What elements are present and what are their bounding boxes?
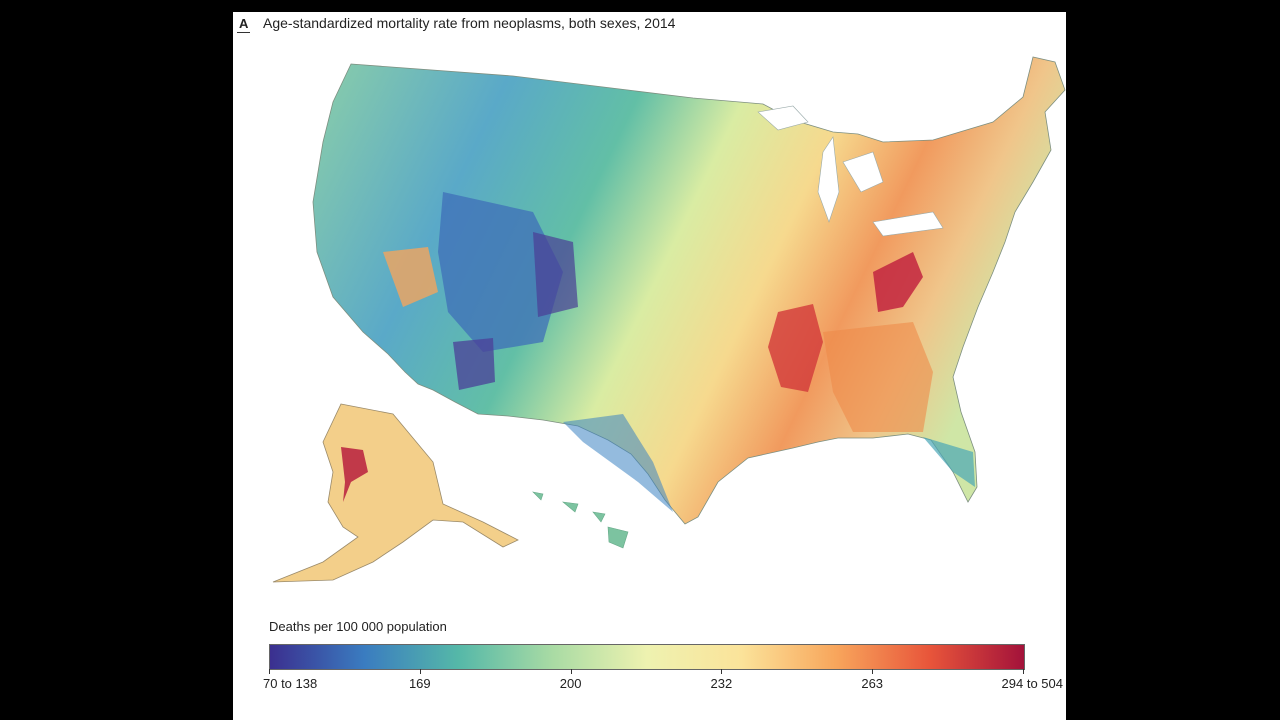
figure-title: Age-standardized mortality rate from neo…	[263, 15, 676, 31]
panel-letter: A	[237, 16, 251, 33]
alaska-region	[272, 403, 519, 583]
choropleth-map	[272, 56, 1066, 583]
legend-tick-label: 200	[559, 676, 582, 691]
mid-nevada	[383, 247, 438, 307]
low-rate-southwest	[453, 338, 495, 390]
legend-color-bar	[269, 644, 1025, 670]
mid-florida	[923, 437, 975, 487]
legend-tick-label: 263	[861, 676, 884, 691]
low-rate-mountain-west	[438, 192, 563, 352]
legend-tick	[269, 669, 270, 674]
legend-tick-label: 70 to 138	[263, 676, 318, 691]
mid-high-southeast	[823, 322, 933, 432]
alaska-west-high	[341, 447, 368, 502]
texas-south	[563, 414, 673, 512]
hawaii-region	[532, 491, 629, 549]
legend-tick	[721, 669, 723, 674]
figure-panel: A Age-standardized mortality rate from n…	[233, 12, 1066, 720]
great-lakes	[757, 105, 944, 237]
legend-tick	[872, 669, 874, 674]
low-rate-utah	[533, 232, 578, 317]
high-rate-cluster-appalachia	[873, 252, 923, 312]
legend-tick	[570, 669, 572, 674]
legend-tick	[419, 669, 421, 674]
legend-tick-label: 232	[710, 676, 733, 691]
legend-tick-label: 169	[408, 676, 431, 691]
legend-tick-label: 294 to 504	[1001, 676, 1063, 691]
legend-tick	[1023, 669, 1024, 674]
legend-title: Deaths per 100 000 population	[269, 619, 447, 634]
high-rate-cluster-mississippi	[768, 304, 823, 392]
